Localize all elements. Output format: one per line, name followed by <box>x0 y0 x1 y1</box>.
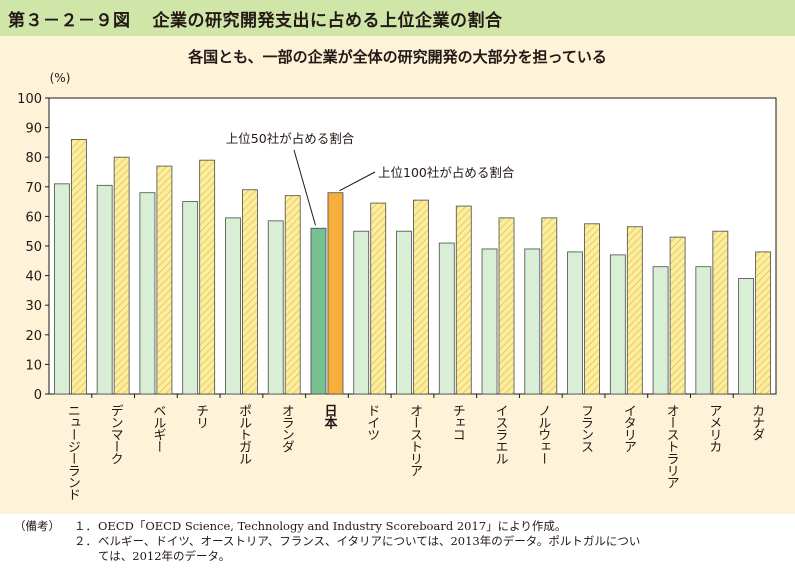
bar-top50 <box>353 230 370 395</box>
bar-top100 <box>712 230 729 395</box>
x-category-label: ポルトガル <box>236 404 251 464</box>
y-tick-label: 30 <box>25 299 42 314</box>
y-tick-label: 0 <box>34 388 42 403</box>
y-tick-label: 10 <box>25 358 42 373</box>
x-category-label: 日本 <box>321 404 337 430</box>
y-axis-label: (%) <box>50 71 71 85</box>
x-category-label: イタリア <box>621 404 636 453</box>
bar-top100 <box>199 159 216 395</box>
bar-top100 <box>455 205 472 395</box>
bar-top50 <box>609 254 626 395</box>
bar-top50 <box>396 230 412 395</box>
x-category-label: ニュージーランド <box>65 404 80 500</box>
note-row-2-continued: ては、2012年のデータ。 <box>14 549 640 564</box>
bar-top100 <box>242 189 258 395</box>
header-bar: 第３－２－９図 企業の研究開発支出に占める上位企業の割合 <box>0 0 795 36</box>
bar-top100 <box>70 139 87 395</box>
y-tick-label: 40 <box>25 270 42 285</box>
bar-top50 <box>96 184 113 395</box>
callout-line-top50 <box>293 149 316 226</box>
x-category-label: オーストリア <box>407 404 422 477</box>
note-row-1: （備考） １． OECD「OECD Science, Technology an… <box>14 519 640 534</box>
y-tick-label: 70 <box>25 181 42 196</box>
figure-title-text: 企業の研究開発支出に占める上位企業の割合 <box>152 11 503 31</box>
note-text: ベルギー、ドイツ、オーストリア、フランス、イタリアについては、2013年のデータ… <box>98 534 641 548</box>
series-label-top100: 上位100社が占める割合 <box>378 165 515 180</box>
y-tick-label: 60 <box>25 210 42 225</box>
x-category-label: ベルギー <box>150 404 166 452</box>
y-tick-label: 20 <box>25 329 42 344</box>
y-tick-label: 80 <box>25 151 42 166</box>
bar-top50 <box>481 248 498 395</box>
bar-top50 <box>182 201 199 395</box>
bar-top100 <box>584 223 600 395</box>
x-category-label: オランダ <box>279 404 294 453</box>
note-row-2: ２． ベルギー、ドイツ、オーストリア、フランス、イタリアについては、2013年の… <box>14 534 640 549</box>
bar-top100 <box>413 199 429 395</box>
bar-top50 <box>53 183 70 395</box>
y-tick-label: 90 <box>25 122 42 137</box>
x-category-label: オーストラリア <box>664 404 679 489</box>
y-tick-label: 50 <box>25 240 42 255</box>
x-category-label: イスラエル <box>493 404 508 464</box>
bar-top50 <box>567 251 583 395</box>
bar-top100 <box>113 156 130 395</box>
bar-top50 <box>524 248 541 395</box>
bar-top100 <box>498 217 515 395</box>
bar-top50 <box>310 227 327 395</box>
x-category-label: フランス <box>578 404 593 453</box>
bar-chart: 0 10 20 30 40 50 60 70 80 90 100 (%) ニュージーランド デンマーク ベル… <box>17 71 777 500</box>
bar-top100 <box>156 165 173 395</box>
note-text: ては、2012年のデータ。 <box>98 549 231 563</box>
bar-top50 <box>139 192 156 395</box>
bar-top100 <box>327 192 344 395</box>
x-category-label: チェコ <box>450 404 465 440</box>
x-category-label: ドイツ <box>364 404 379 440</box>
figure-number: 第３－２－９図 <box>8 11 131 31</box>
bar-top100 <box>755 251 772 395</box>
notes: （備考） １． OECD「OECD Science, Technology an… <box>14 519 640 564</box>
bar-top100 <box>626 226 643 395</box>
bar-top50 <box>225 217 241 395</box>
bar-top100 <box>284 195 301 395</box>
bar-top100 <box>370 202 387 395</box>
bar-top100 <box>669 236 686 395</box>
note-number: １． <box>74 519 97 533</box>
bar-top50 <box>695 266 712 395</box>
bar-top50 <box>738 278 755 395</box>
x-category-label: デンマーク <box>108 404 123 465</box>
bar-top100 <box>541 217 558 395</box>
chart-subtitle: 各国とも、一部の企業が全体の研究開発の大部分を担っている <box>188 48 607 66</box>
callout-line-top100 <box>339 171 376 192</box>
bar-top50 <box>267 220 284 395</box>
series-label-top50: 上位50社が占める割合 <box>226 131 355 146</box>
note-number: ２． <box>74 534 97 548</box>
figure-title: 第３－２－９図 企業の研究開発支出に占める上位企業の割合 <box>8 6 503 31</box>
bar-top50 <box>438 242 455 395</box>
x-category-label: カナダ <box>749 404 764 441</box>
x-category-label: アメリカ <box>706 404 721 453</box>
bar-top50 <box>652 266 669 395</box>
note-text: OECD「OECD Science, Technology and Indust… <box>98 519 567 533</box>
x-category-label: ノルウェー <box>535 404 550 464</box>
y-tick-label: 100 <box>17 92 42 107</box>
x-category-label: チリ <box>193 404 208 428</box>
notes-lead: （備考） <box>14 519 60 533</box>
